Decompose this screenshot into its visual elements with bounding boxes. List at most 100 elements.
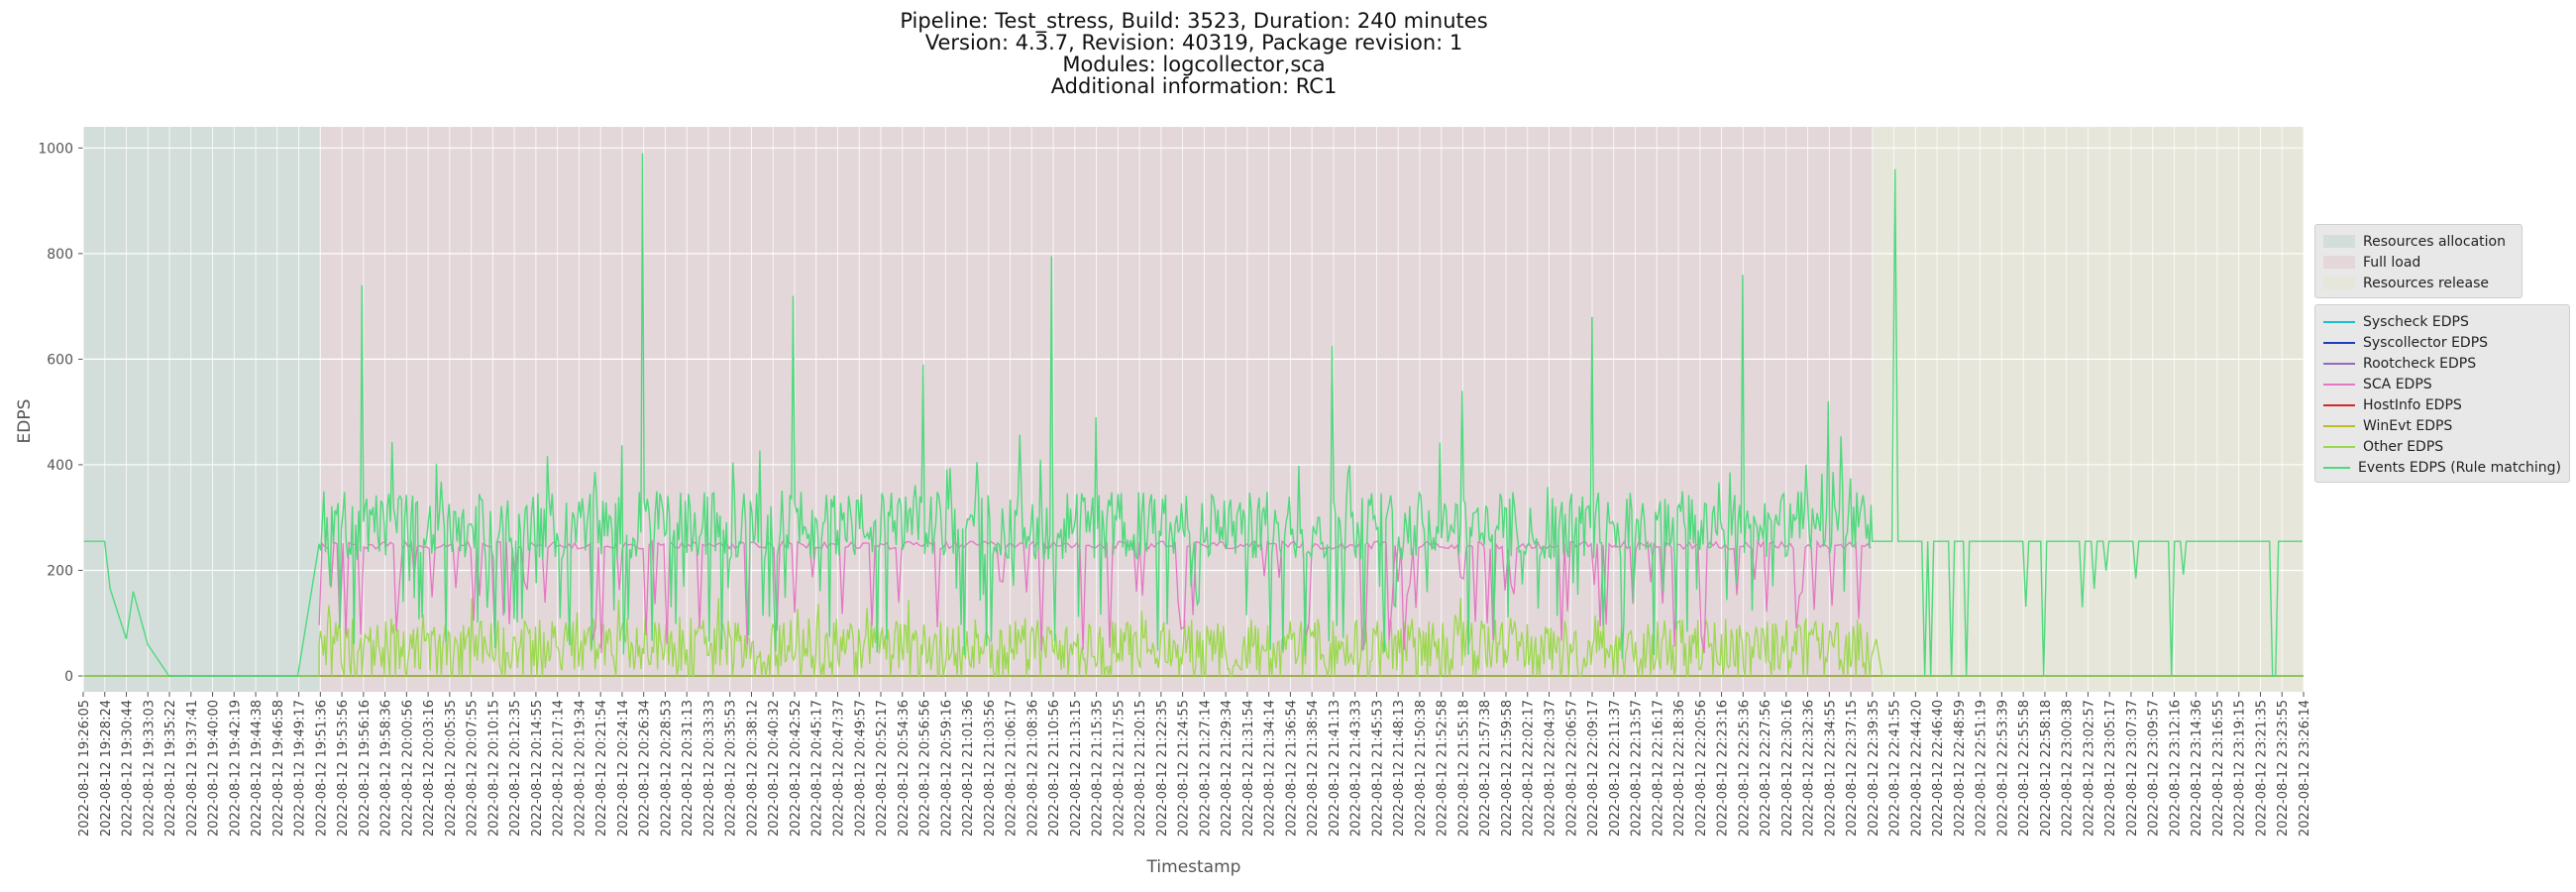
title-line-3: Modules: logcollector,sca (1062, 53, 1326, 76)
x-tick-label: 2022-08-12 21:24:55 (1177, 700, 1192, 836)
legend-item-resources-allocation: Resources allocation (2323, 231, 2514, 252)
x-tick-label: 2022-08-12 21:17:55 (1112, 700, 1127, 836)
x-tick-label: 2022-08-12 22:11:37 (1608, 700, 1623, 836)
x-tick-label: 2022-08-12 19:30:44 (121, 700, 136, 836)
x-tick-label: 2022-08-12 23:07:37 (2125, 700, 2140, 836)
x-tick-label: 2022-08-12 21:59:58 (1500, 700, 1515, 836)
x-tick-label: 2022-08-12 19:35:22 (163, 700, 178, 836)
x-tick-label: 2022-08-12 20:47:37 (832, 700, 847, 836)
x-tick-label: 2022-08-12 22:44:20 (1909, 700, 1924, 836)
title-line-2: Version: 4.3.7, Revision: 40319, Package… (924, 31, 1463, 55)
x-tick-label: 2022-08-12 19:28:24 (99, 700, 114, 836)
x-tick-label: 2022-08-12 19:58:36 (379, 700, 394, 836)
phase-legend: Resources allocation Full load Resources… (2314, 224, 2522, 298)
x-tick-label: 2022-08-12 19:51:36 (314, 700, 329, 836)
x-tick-label: 2022-08-12 20:49:57 (853, 700, 868, 836)
x-tick-label: 2022-08-12 20:12:35 (508, 700, 523, 836)
x-tick-label: 2022-08-12 21:52:58 (1436, 700, 1450, 836)
legend-item-hostinfo: HostInfo EDPS (2323, 394, 2561, 415)
x-tick-label: 2022-08-12 20:40:32 (767, 700, 782, 836)
x-tick-label: 2022-08-12 22:32:36 (1802, 700, 1817, 836)
legend-item-winevt: WinEvt EDPS (2323, 415, 2561, 436)
series-line-other (83, 598, 2304, 677)
x-tick-label: 2022-08-12 21:38:54 (1306, 700, 1321, 836)
x-tick-label: 2022-08-12 23:21:35 (2254, 700, 2269, 836)
x-tick-label: 2022-08-12 20:07:55 (466, 700, 481, 836)
x-tick-label: 2022-08-12 20:19:34 (573, 700, 588, 836)
x-tick-label: 2022-08-12 19:26:05 (77, 700, 92, 836)
legend-label: Events EDPS (Rule matching) (2357, 459, 2561, 476)
x-tick-label: 2022-08-12 23:19:15 (2233, 700, 2248, 836)
x-tick-label: 2022-08-12 21:43:33 (1349, 700, 1364, 836)
legend-swatch (2323, 362, 2355, 365)
y-axis-label: EDPS (15, 399, 35, 444)
x-tick-label: 2022-08-12 21:15:35 (1091, 700, 1106, 836)
legend-item-events: Events EDPS (Rule matching) (2323, 457, 2561, 478)
legend-swatch (2323, 445, 2355, 448)
x-tick-label: 2022-08-12 21:10:56 (1047, 700, 1062, 836)
y-tick-label: 600 (47, 352, 73, 368)
x-tick-label: 2022-08-12 23:05:17 (2103, 700, 2118, 836)
x-tick-label: 2022-08-12 21:13:15 (1069, 700, 1084, 836)
x-tick-label: 2022-08-12 23:16:55 (2211, 700, 2226, 836)
x-tick-label: 2022-08-12 22:55:58 (2017, 700, 2032, 836)
y-tick-label: 1000 (38, 141, 73, 157)
x-tick-label: 2022-08-12 21:55:18 (1456, 700, 1471, 836)
phase-band (319, 127, 1873, 692)
legend-label: SCA EDPS (2363, 376, 2432, 392)
x-tick-label: 2022-08-12 21:31:54 (1241, 700, 1256, 836)
legend-item-rootcheck: Rootcheck EDPS (2323, 353, 2561, 374)
x-tick-label: 2022-08-12 20:31:13 (681, 700, 696, 836)
x-tick-label: 2022-08-12 21:45:53 (1370, 700, 1385, 836)
x-tick-label: 2022-08-12 22:48:59 (1953, 700, 1968, 836)
x-tick-label: 2022-08-12 22:37:15 (1845, 700, 1860, 836)
legend-swatch (2323, 466, 2350, 469)
x-tick-label: 2022-08-12 20:59:16 (939, 700, 954, 836)
x-tick-label: 2022-08-12 22:16:17 (1651, 700, 1665, 836)
x-tick-label: 2022-08-12 21:41:13 (1328, 700, 1342, 836)
x-tick-label: 2022-08-12 20:33:33 (702, 700, 717, 836)
legend-item-syscheck: Syscheck EDPS (2323, 311, 2561, 332)
y-tick-label: 400 (47, 458, 73, 474)
x-tick-label: 2022-08-12 22:02:17 (1522, 700, 1537, 836)
x-tick-label: 2022-08-12 20:10:15 (486, 700, 501, 836)
x-tick-label: 2022-08-12 23:26:14 (2298, 700, 2312, 836)
legend-label: Other EDPS (2363, 438, 2444, 455)
y-tick-label: 200 (47, 563, 73, 579)
x-tick-label: 2022-08-12 21:08:36 (1025, 700, 1040, 836)
series-lines (83, 153, 2304, 677)
x-tick-label: 2022-08-12 21:34:14 (1263, 700, 1278, 836)
x-tick-label: 2022-08-12 20:14:55 (530, 700, 545, 836)
legend-swatch (2323, 320, 2355, 323)
x-tick-label: 2022-08-12 21:22:35 (1155, 700, 1170, 836)
legend-label: Resources release (2363, 275, 2489, 291)
x-tick-label: 2022-08-12 22:23:16 (1716, 700, 1731, 836)
x-tick-label: 2022-08-12 22:20:56 (1694, 700, 1709, 836)
x-tick-label: 2022-08-12 21:06:17 (1005, 700, 1020, 836)
x-tick-label: 2022-08-12 20:28:53 (659, 700, 674, 836)
x-tick-label: 2022-08-12 22:30:16 (1780, 700, 1795, 836)
x-tick-label: 2022-08-12 21:29:34 (1220, 700, 1234, 836)
legend-label: Syscollector EDPS (2363, 334, 2489, 351)
series-line-events (83, 153, 2303, 677)
x-tick-label: 2022-08-12 23:14:36 (2190, 700, 2204, 836)
x-tick-label: 2022-08-12 21:03:56 (983, 700, 998, 836)
x-tick-label: 2022-08-12 22:39:35 (1867, 700, 1881, 836)
x-tick-label: 2022-08-12 22:34:55 (1823, 700, 1838, 836)
legend-swatch (2323, 403, 2355, 406)
legend-swatch (2323, 256, 2355, 269)
legend-swatch (2323, 383, 2355, 386)
chart-title: Pipeline: Test_stress, Build: 3523, Dura… (0, 10, 2388, 97)
legend-item-other: Other EDPS (2323, 436, 2561, 457)
legend-swatch (2323, 277, 2355, 289)
x-tick-label: 2022-08-12 21:57:38 (1478, 700, 1493, 836)
legend-item-syscollector: Syscollector EDPS (2323, 332, 2561, 353)
x-tick-label: 2022-08-12 22:04:37 (1543, 700, 1557, 836)
x-tick-label: 2022-08-12 20:24:14 (616, 700, 631, 836)
x-tick-label: 2022-08-12 20:52:17 (875, 700, 890, 836)
x-tick-label: 2022-08-12 22:53:39 (1995, 700, 2010, 836)
x-tick-label: 2022-08-12 19:33:03 (142, 700, 157, 836)
x-tick-label: 2022-08-12 21:01:36 (961, 700, 976, 836)
x-tick-label: 2022-08-12 23:23:55 (2276, 700, 2291, 836)
series-legend: Syscheck EDPS Syscollector EDPS Rootchec… (2314, 304, 2570, 483)
